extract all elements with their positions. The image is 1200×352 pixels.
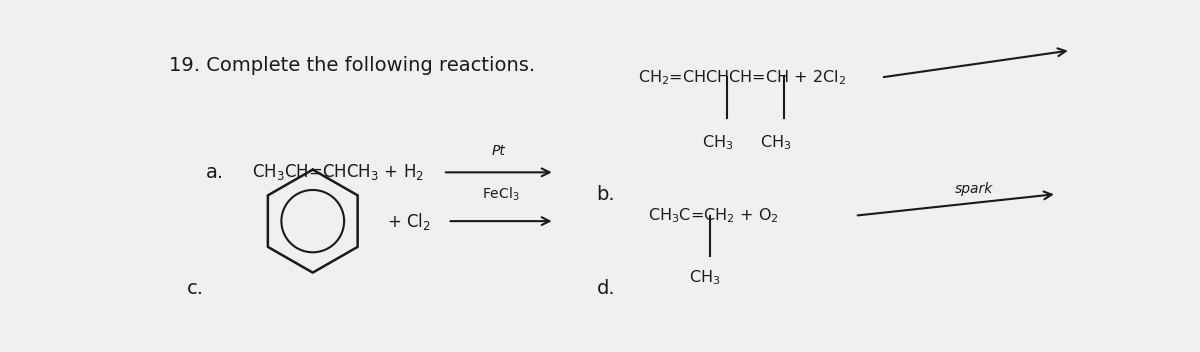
Text: 19. Complete the following reactions.: 19. Complete the following reactions. [168, 56, 535, 75]
Text: CH$_3$CH=CHCH$_3$ + H$_2$: CH$_3$CH=CHCH$_3$ + H$_2$ [252, 162, 425, 182]
Text: a.: a. [206, 163, 224, 182]
Text: CH$_3$: CH$_3$ [760, 133, 792, 152]
Text: b.: b. [596, 184, 616, 203]
Text: + Cl$_2$: + Cl$_2$ [388, 210, 431, 232]
Text: c.: c. [187, 279, 204, 298]
Text: Pt: Pt [492, 144, 505, 158]
Text: CH$_3$: CH$_3$ [690, 269, 721, 287]
Text: CH$_3$C=CH$_2$ + O$_2$: CH$_3$C=CH$_2$ + O$_2$ [648, 206, 779, 225]
Text: CH$_3$: CH$_3$ [702, 133, 734, 152]
Text: spark: spark [955, 182, 994, 196]
Text: CH$_2$=CHCHCH=CH + 2Cl$_2$: CH$_2$=CHCHCH=CH + 2Cl$_2$ [638, 68, 846, 87]
Text: FeCl$_3$: FeCl$_3$ [482, 185, 520, 203]
Text: d.: d. [596, 279, 616, 298]
